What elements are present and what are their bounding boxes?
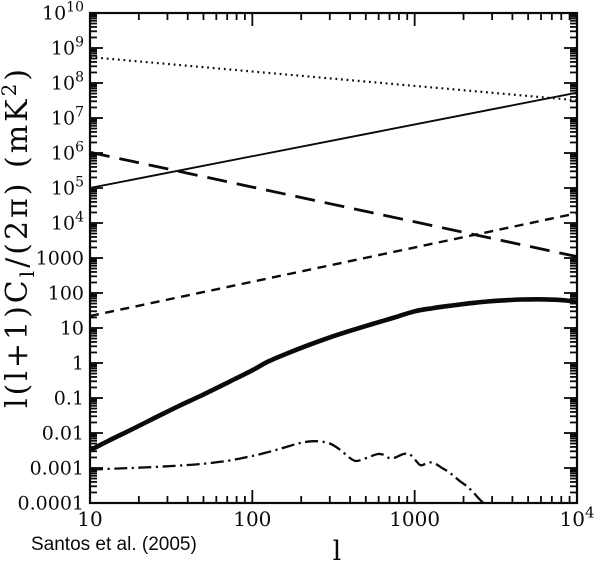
x-tick-label: 100 — [233, 507, 271, 531]
y-tick-label: 1010 — [42, 0, 84, 25]
y-tick-label: 1000 — [36, 248, 84, 270]
y-tick-label: 106 — [51, 140, 84, 165]
y-tick-label: 0.01 — [42, 423, 84, 445]
x-tick-label: 1000 — [389, 507, 440, 531]
long-dash-line — [90, 150, 577, 258]
y-tick-label: 108 — [51, 70, 84, 95]
dash-dot-line — [90, 440, 485, 503]
y-tick-label: 107 — [51, 105, 84, 130]
short-dash-line — [90, 212, 577, 318]
thick-solid-line — [90, 297, 577, 453]
y-tick-label: 109 — [51, 35, 84, 60]
y-axis-title: l(l+1)Cl/(2π) (mK2) — [0, 66, 39, 408]
tick-labels: 1010 109 108 107 106 105 104 1000 100 10 1 0.1 0.01 0… — [18, 0, 595, 531]
y-tick-label: 105 — [51, 175, 84, 200]
series-group — [90, 56, 577, 503]
y-tick-label: 104 — [51, 210, 84, 235]
dotted-line — [90, 56, 577, 102]
y-tick-label: 0.0001 — [18, 493, 84, 515]
y-tick-label: 100 — [48, 283, 84, 305]
caption: Santos et al. (2005) — [31, 534, 197, 555]
y-tick-label: 0.001 — [30, 458, 84, 480]
x-tick-label: 104 — [559, 504, 594, 531]
y-tick-label: 0.1 — [54, 388, 84, 410]
plot-frame — [88, 11, 579, 505]
y-tick-label: 1 — [72, 353, 84, 375]
ticks — [89, 12, 578, 504]
x-axis-title: l — [333, 536, 342, 566]
thin-solid-line — [90, 91, 577, 189]
y-tick-label: 10 — [60, 318, 84, 340]
x-tick-label: 10 — [77, 507, 102, 531]
